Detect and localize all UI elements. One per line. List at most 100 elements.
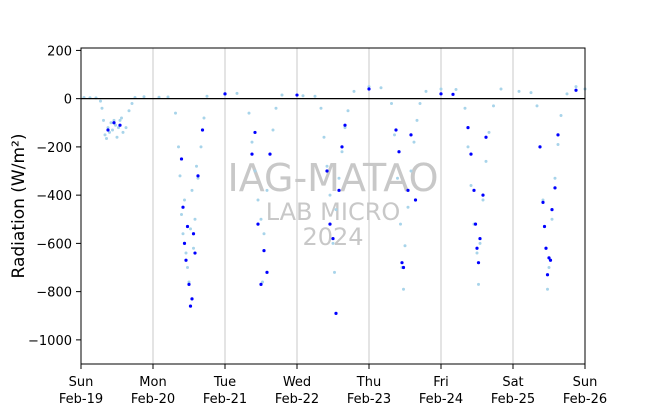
data-point — [559, 114, 563, 118]
data-point — [177, 145, 180, 149]
x-tick-label-date: Feb-21 — [203, 392, 247, 407]
data-point — [409, 169, 413, 173]
data-point — [100, 106, 104, 110]
data-point — [451, 92, 455, 96]
data-point — [105, 136, 108, 140]
data-point — [406, 188, 410, 192]
data-point — [108, 130, 111, 134]
data-point — [331, 236, 335, 241]
data-point — [550, 208, 554, 212]
data-point — [334, 311, 338, 315]
y-axis-title: Radiation (W/m²) — [9, 134, 29, 279]
data-point — [205, 94, 209, 98]
x-tick-label-day: Tue — [213, 375, 236, 390]
data-point — [111, 128, 114, 132]
data-point — [319, 106, 323, 110]
data-point — [127, 109, 131, 113]
data-point — [184, 258, 188, 262]
data-point — [367, 87, 371, 91]
data-point — [343, 123, 347, 127]
data-point — [250, 140, 254, 144]
data-point — [475, 246, 479, 250]
data-point — [481, 193, 485, 197]
data-point — [313, 94, 317, 98]
data-point — [550, 217, 554, 221]
data-point — [188, 304, 193, 308]
data-point — [106, 126, 110, 130]
plot-frame — [80, 47, 586, 365]
data-point — [394, 128, 398, 132]
data-point — [181, 205, 185, 209]
data-point — [174, 111, 177, 115]
y-tick-label: 0 — [64, 93, 72, 108]
data-point — [401, 265, 406, 270]
data-point — [301, 94, 305, 98]
data-point — [529, 91, 533, 95]
data-point — [492, 104, 495, 108]
data-point — [120, 116, 123, 120]
data-point — [256, 198, 260, 202]
data-point — [114, 123, 117, 127]
watermark-line-1: IAG-MATAO — [227, 156, 438, 200]
data-point — [196, 174, 200, 178]
data-point — [476, 261, 481, 265]
data-point — [268, 152, 272, 156]
data-point — [253, 169, 257, 173]
data-point — [157, 95, 161, 99]
y-axis: 200 0 −200 −400 −600 −800 −1000 — [28, 44, 81, 349]
x-tick-label-day: Sun — [69, 375, 94, 390]
data-point — [466, 126, 470, 130]
data-point — [333, 270, 336, 274]
data-point — [328, 222, 332, 226]
data-point — [189, 227, 192, 231]
data-point — [103, 133, 107, 137]
data-point — [109, 121, 113, 125]
data-point — [192, 246, 195, 250]
data-point — [484, 159, 488, 163]
data-point — [478, 236, 482, 241]
data-point — [180, 212, 183, 216]
data-point — [256, 222, 260, 226]
data-point — [547, 266, 551, 270]
data-point — [499, 87, 503, 91]
data-point — [472, 188, 476, 192]
data-point — [463, 106, 467, 110]
data-point — [477, 282, 480, 286]
data-point — [544, 246, 548, 250]
x-tick-label-day: Sat — [502, 375, 523, 390]
data-point — [541, 200, 545, 204]
data-point — [454, 87, 458, 91]
data-point — [337, 188, 341, 192]
data-point — [200, 128, 205, 132]
data-point — [99, 99, 102, 103]
data-point — [325, 164, 329, 168]
data-point — [542, 224, 547, 229]
data-point — [481, 198, 485, 202]
data-point — [399, 222, 402, 226]
data-point — [340, 150, 344, 154]
data-point — [259, 217, 263, 221]
data-point — [328, 193, 332, 197]
data-point — [190, 297, 194, 301]
data-point — [553, 186, 557, 190]
data-point — [402, 287, 405, 291]
data-point — [265, 270, 269, 274]
data-point — [484, 135, 488, 139]
data-point — [553, 176, 557, 180]
data-point — [390, 101, 393, 105]
data-point — [186, 266, 189, 270]
watermark: IAG-MATAO LAB MICRO 2024 — [227, 156, 438, 251]
data-point — [469, 152, 473, 156]
grid — [152, 48, 514, 364]
data-point — [259, 282, 263, 286]
data-point — [184, 251, 188, 255]
data-point — [262, 249, 266, 253]
data-points — [82, 85, 587, 315]
data-point — [418, 101, 422, 105]
data-point — [118, 123, 122, 127]
data-point — [565, 92, 569, 96]
data-point — [182, 241, 187, 245]
data-point — [274, 106, 278, 110]
data-point — [545, 273, 550, 277]
data-point — [271, 128, 275, 132]
